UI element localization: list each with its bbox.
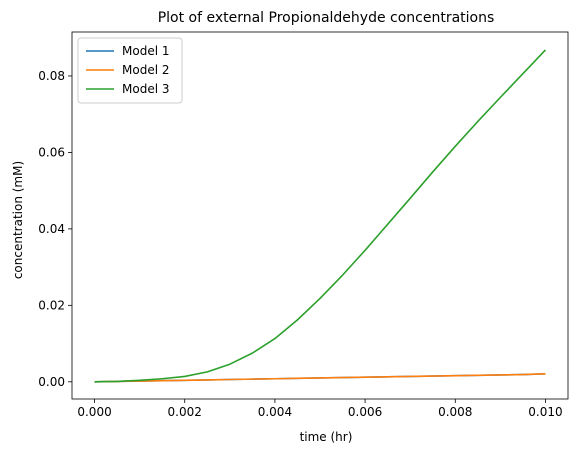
series-line-model-2 bbox=[94, 372, 546, 383]
series-line-model-3 bbox=[94, 49, 547, 383]
x-axis-ticks: 0.000 0.002 0.004 0.006 0.008 0.010 bbox=[77, 399, 563, 419]
y-axis-label: concentration (mM) bbox=[11, 161, 25, 279]
x-tick-label: 0.006 bbox=[348, 405, 382, 419]
x-axis-label: time (hr) bbox=[300, 430, 353, 444]
chart-title: Plot of external Propionaldehyde concent… bbox=[158, 10, 495, 26]
legend-label: Model 2 bbox=[122, 63, 169, 77]
series-layer bbox=[94, 49, 547, 383]
legend: Model 1 Model 2 Model 3 bbox=[77, 37, 183, 104]
x-tick-label: 0.000 bbox=[77, 405, 111, 419]
y-tick-label: 0.08 bbox=[38, 69, 65, 83]
axes-frame bbox=[71, 31, 569, 400]
x-tick-label: 0.008 bbox=[438, 405, 472, 419]
y-tick-label: 0.02 bbox=[38, 298, 65, 312]
y-tick-label: 0.04 bbox=[38, 222, 65, 236]
legend-label: Model 1 bbox=[122, 44, 169, 58]
legend-box bbox=[77, 37, 183, 104]
x-tick-label: 0.004 bbox=[258, 405, 292, 419]
y-axis-ticks: 0.00 0.02 0.04 0.06 0.08 bbox=[38, 69, 72, 389]
x-tick-label: 0.010 bbox=[528, 405, 562, 419]
x-tick-label: 0.002 bbox=[168, 405, 202, 419]
y-tick-label: 0.06 bbox=[38, 145, 65, 159]
legend-label: Model 3 bbox=[122, 82, 169, 96]
y-tick-label: 0.00 bbox=[38, 375, 65, 389]
